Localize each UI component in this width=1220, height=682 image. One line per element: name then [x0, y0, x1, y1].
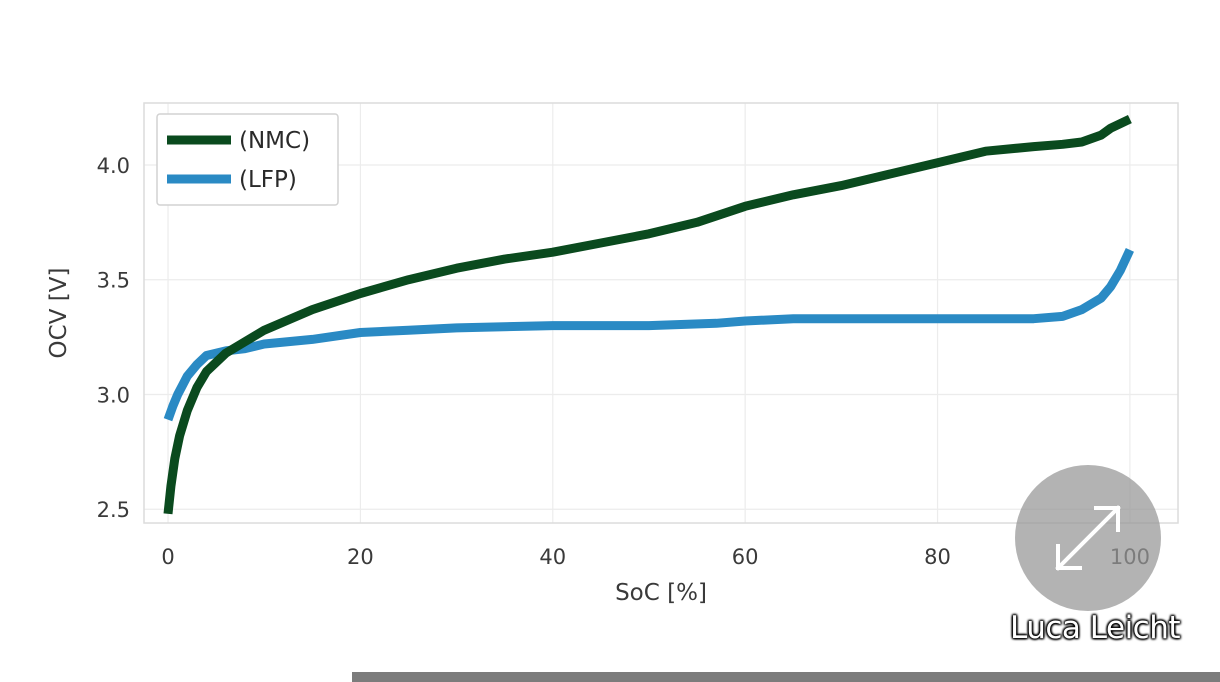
x-tick-label: 0 — [161, 545, 174, 569]
legend-label-lfp: (LFP) — [239, 167, 297, 193]
x-tick-label: 60 — [732, 545, 759, 569]
y-tick-label: 2.5 — [97, 498, 130, 522]
x-axis-label: SoC [%] — [615, 580, 707, 606]
y-axis-label: OCV [V] — [46, 268, 72, 359]
watermark: Luca Leicht — [1010, 610, 1181, 646]
series-layer — [163, 115, 1134, 515]
y-tick-label: 3.0 — [97, 383, 130, 407]
plot-frame — [143, 102, 1179, 524]
y-axis-ticks: 2.5 3.0 3.5 4.0 — [97, 154, 130, 522]
x-tick-label: 40 — [539, 545, 566, 569]
expand-diagonal-arrows-icon — [1055, 505, 1121, 571]
y-tick-label: 3.5 — [97, 269, 130, 293]
x-tick-label: 20 — [347, 545, 374, 569]
legend-label-nmc: (NMC) — [239, 128, 310, 154]
series-line-lfp — [163, 247, 1134, 422]
series-line-nmc — [163, 115, 1132, 515]
video-progress-bar[interactable] — [352, 672, 1220, 682]
x-tick-label: 80 — [924, 545, 951, 569]
expand-button[interactable] — [1015, 465, 1161, 611]
grid — [144, 103, 1178, 523]
legend: (NMC) (LFP) — [156, 113, 339, 206]
x-axis-ticks: 020406080100 — [161, 545, 1150, 569]
y-tick-label: 4.0 — [97, 154, 130, 178]
